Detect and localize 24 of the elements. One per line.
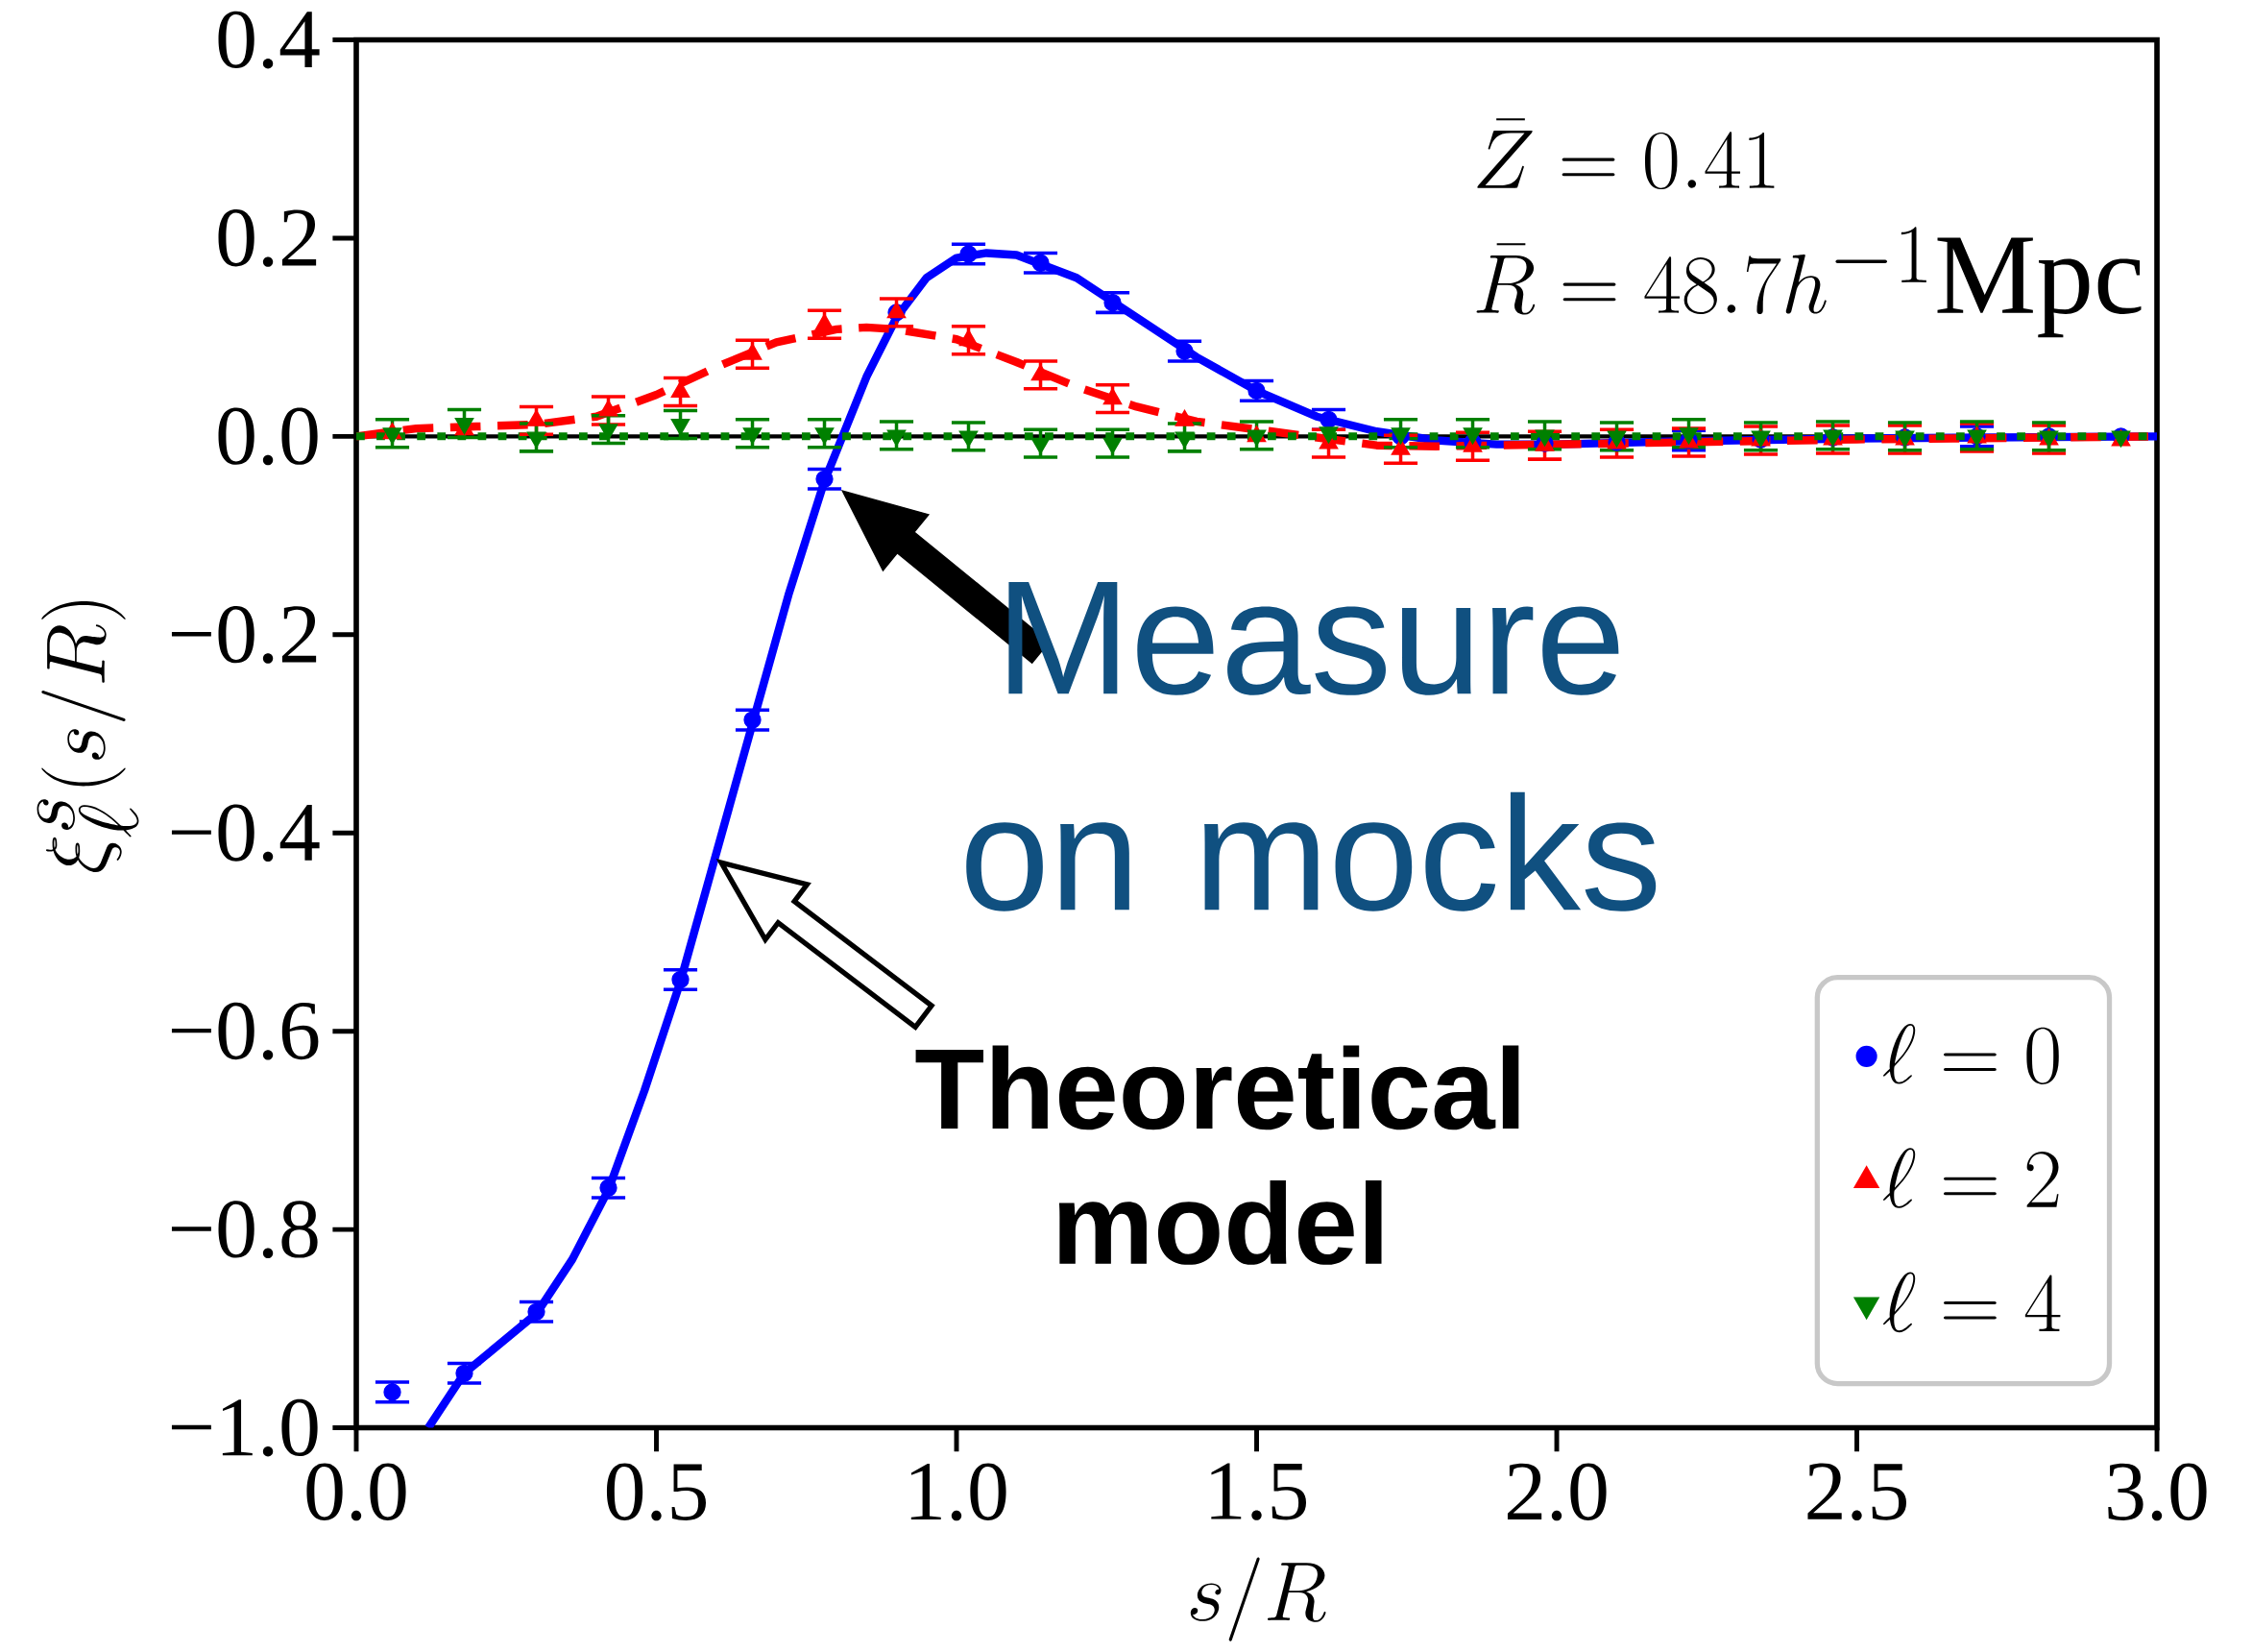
y-tick-label: −0.6 [171, 1002, 319, 1060]
x-tick-label: 3.0 [2108, 1463, 2207, 1521]
x-tick-label: 0.0 [306, 1463, 406, 1521]
y-tick-label: 0.4 [218, 11, 320, 69]
y-tick-label: −0.8 [171, 1201, 318, 1258]
x-tick-label: 0.5 [606, 1463, 707, 1521]
y-axis-title: $\xi_{\ell}^{s}(s/R)$ [36, 600, 139, 872]
y-tick-label: −1.0 [171, 1398, 318, 1457]
annotation: $\bar{R} = 48.7h^{-1}\mathrm{Mpc}$ [1476, 227, 2142, 337]
legend-label: $\ell = 4$ [1882, 1272, 2061, 1332]
legend-label: $\ell = 2$ [1882, 1148, 2059, 1208]
x-tick-label: 1.0 [910, 1463, 1006, 1521]
y-tick-label: −0.2 [171, 605, 317, 664]
legend-label: $\ell = 0$ [1882, 1023, 2059, 1084]
x-axis-title: $s/R$ [1190, 1557, 1326, 1641]
y-tick-label: 0.2 [218, 208, 317, 267]
x-tick-label: 2.0 [1507, 1463, 1607, 1521]
x-tick-label: 2.5 [1807, 1463, 1907, 1520]
y-tick-label: 0.0 [218, 407, 318, 466]
annotation: $\bar{Z} = 0.41$ [1477, 118, 1775, 189]
annotation: Theoretical model [915, 1045, 1519, 1265]
x-tick-label: 1.5 [1211, 1463, 1307, 1520]
annotation: Measure on mocks [966, 581, 1657, 911]
y-tick-label: −0.4 [171, 804, 320, 862]
